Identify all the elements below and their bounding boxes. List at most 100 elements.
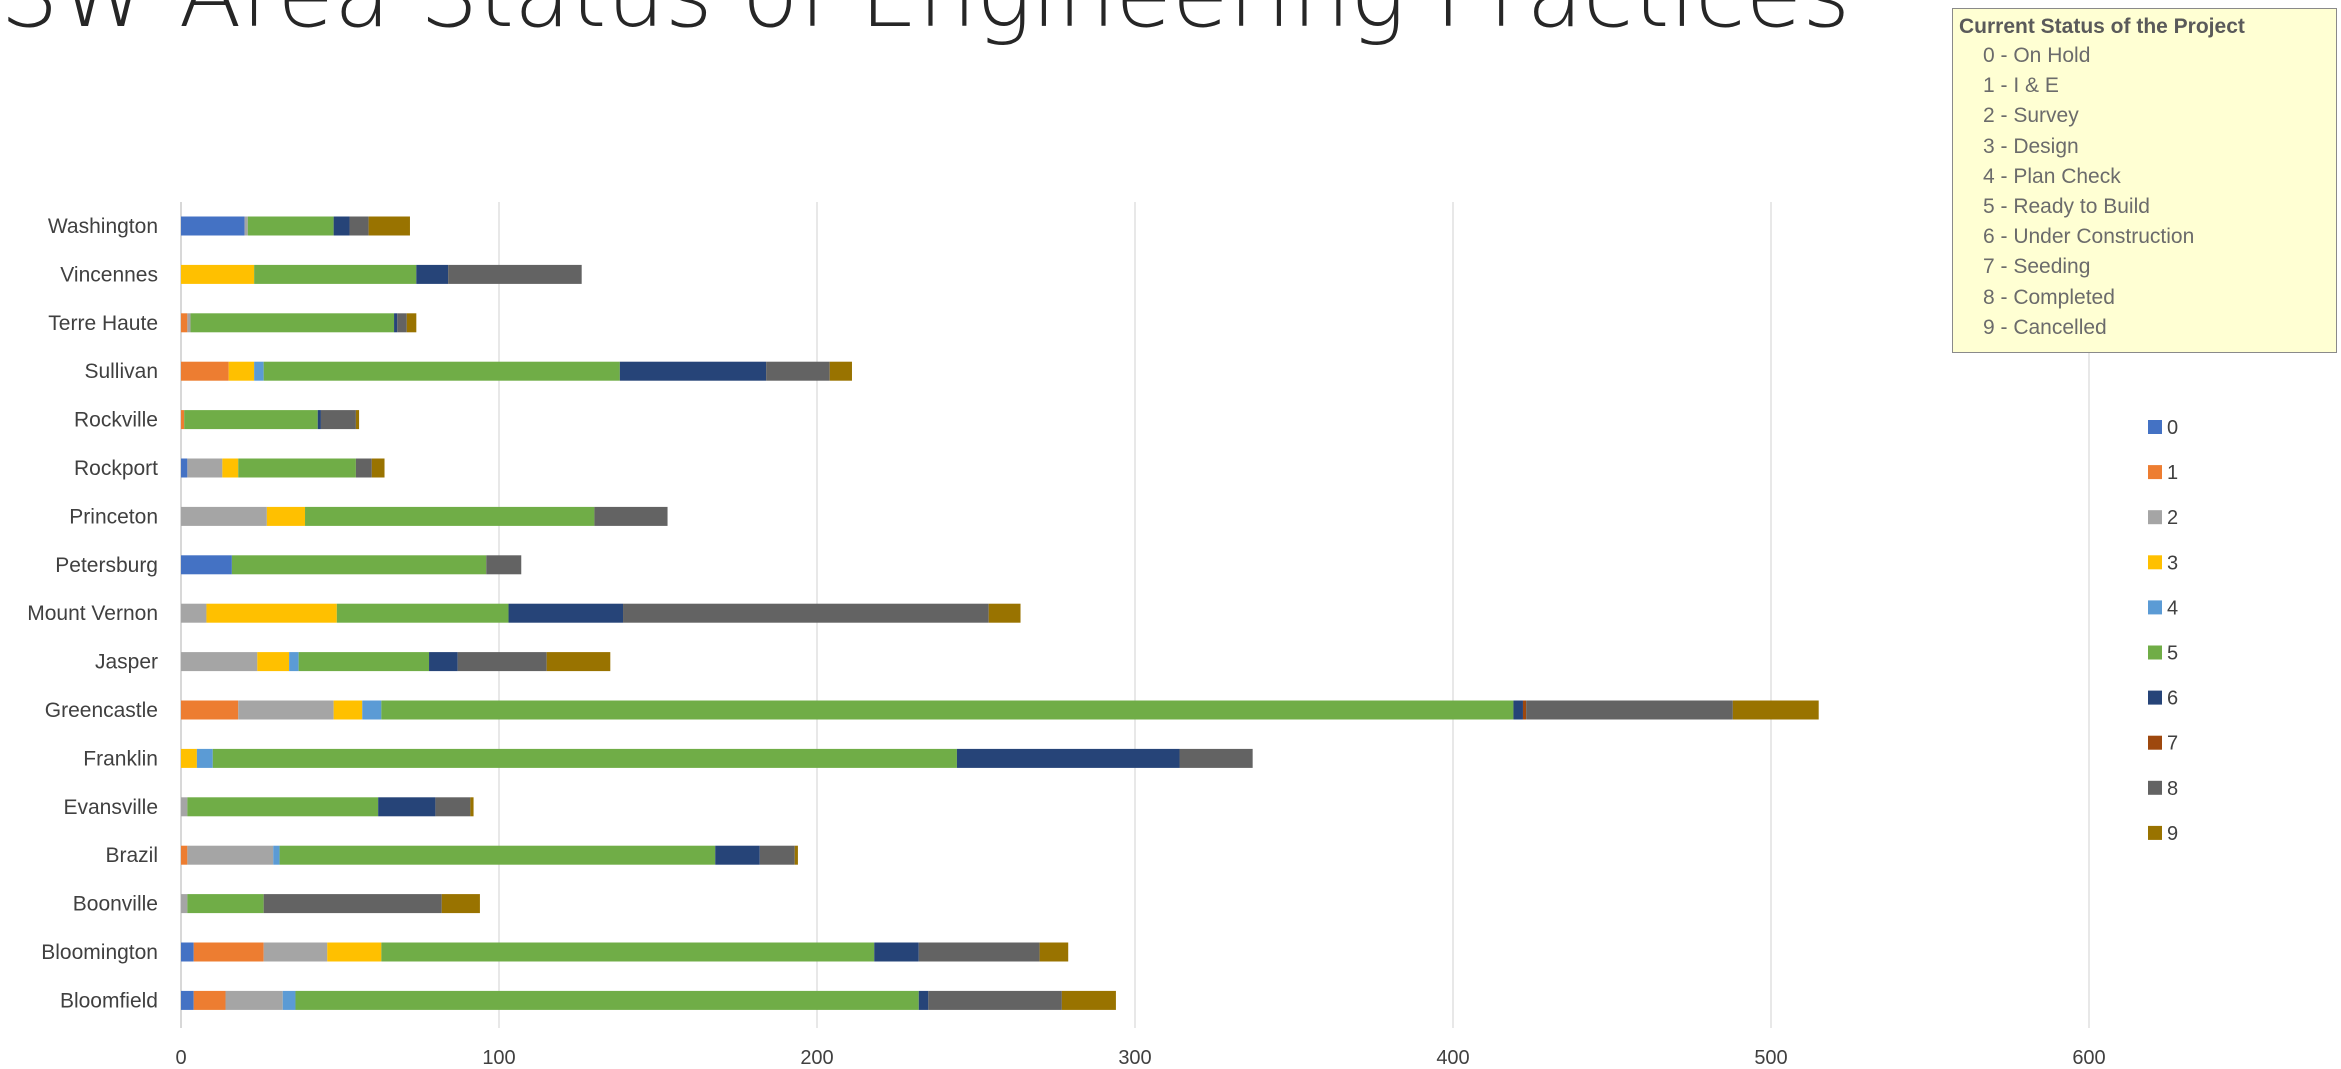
bar-rockport-series-3 bbox=[222, 459, 238, 478]
bar-bloomington-series-3 bbox=[327, 943, 381, 962]
bar-franklin-series-6 bbox=[957, 749, 1180, 768]
category-label-petersburg: Petersburg bbox=[55, 554, 158, 577]
bar-evansville-series-9 bbox=[470, 797, 473, 816]
legend-label-8: 8 bbox=[2167, 778, 2178, 800]
legend-swatch-3 bbox=[2148, 555, 2162, 569]
legend-label-1: 1 bbox=[2167, 462, 2178, 484]
bar-boonville-series-9 bbox=[442, 894, 480, 913]
legend-label-4: 4 bbox=[2167, 597, 2178, 619]
bar-vincennes-series-6 bbox=[416, 265, 448, 284]
bar-greencastle-series-7 bbox=[1523, 701, 1526, 720]
status-legend-box: Current Status of the Project 0 - On Hol… bbox=[1952, 8, 2337, 353]
x-axis-tick-labels: 0 100 200 300 400 500 600 bbox=[175, 1047, 2105, 1069]
bar-washington-series-8 bbox=[350, 217, 369, 236]
bar-greencastle-series-5 bbox=[381, 701, 1513, 720]
status-item-3: 3 - Design bbox=[1959, 132, 2336, 162]
bar-brazil-series-9 bbox=[795, 846, 798, 865]
bar-greencastle-series-4 bbox=[362, 701, 381, 720]
bar-brazil-series-8 bbox=[760, 846, 795, 865]
category-label-mount-vernon: Mount Vernon bbox=[27, 602, 158, 625]
legend-swatch-6 bbox=[2148, 691, 2162, 705]
bar-sullivan-series-1 bbox=[181, 362, 229, 381]
bar-greencastle-series-6 bbox=[1513, 701, 1523, 720]
status-item-8: 8 - Completed bbox=[1959, 283, 2336, 313]
bar-princeton-series-8 bbox=[594, 507, 667, 526]
bar-sullivan-series-9 bbox=[830, 362, 852, 381]
bar-rockville-series-1 bbox=[181, 410, 184, 429]
bar-bloomfield-series-8 bbox=[928, 991, 1062, 1010]
bar-sullivan-series-3 bbox=[229, 362, 254, 381]
status-item-5: 5 - Ready to Build bbox=[1959, 192, 2336, 222]
bar-evansville-series-8 bbox=[435, 797, 470, 816]
bar-vincennes-series-5 bbox=[254, 265, 416, 284]
legend-swatch-2 bbox=[2148, 510, 2162, 524]
bar-greencastle-series-3 bbox=[334, 701, 363, 720]
bar-washington-series-6 bbox=[334, 217, 350, 236]
bar-mount-vernon-series-2 bbox=[181, 604, 206, 623]
bar-franklin-series-8 bbox=[1180, 749, 1253, 768]
legend-swatch-4 bbox=[2148, 600, 2162, 614]
bar-bloomfield-series-5 bbox=[295, 991, 918, 1010]
bar-rockport-series-0 bbox=[181, 459, 187, 478]
bar-petersburg-series-5 bbox=[232, 555, 486, 574]
bar-rockville-series-8 bbox=[321, 410, 356, 429]
legend-swatch-5 bbox=[2148, 646, 2162, 660]
bar-mount-vernon-series-6 bbox=[509, 604, 623, 623]
bar-mount-vernon-series-5 bbox=[337, 604, 509, 623]
bar-greencastle-series-2 bbox=[238, 701, 333, 720]
bar-bloomington-series-1 bbox=[194, 943, 264, 962]
legend: 0 1 2 3 4 5 6 7 8 9 bbox=[2148, 417, 2178, 845]
status-item-2: 2 - Survey bbox=[1959, 101, 2336, 131]
bar-bloomfield-series-0 bbox=[181, 991, 194, 1010]
category-label-evansville: Evansville bbox=[63, 796, 158, 819]
category-label-vincennes: Vincennes bbox=[60, 263, 158, 286]
bar-jasper-series-8 bbox=[458, 652, 547, 671]
bar-jasper-series-3 bbox=[257, 652, 289, 671]
bar-jasper-series-9 bbox=[547, 652, 611, 671]
legend-label-0: 0 bbox=[2167, 417, 2178, 439]
legend-label-3: 3 bbox=[2167, 552, 2178, 574]
bar-greencastle-series-9 bbox=[1733, 701, 1819, 720]
legend-swatch-0 bbox=[2148, 420, 2162, 434]
bar-rockport-series-8 bbox=[356, 459, 372, 478]
bar-jasper-series-4 bbox=[289, 652, 299, 671]
legend-swatch-1 bbox=[2148, 465, 2162, 479]
status-item-4: 4 - Plan Check bbox=[1959, 162, 2336, 192]
category-label-brazil: Brazil bbox=[105, 844, 158, 867]
bar-bloomington-series-6 bbox=[874, 943, 919, 962]
bar-bloomington-series-8 bbox=[919, 943, 1040, 962]
x-tick-label-100: 100 bbox=[482, 1047, 515, 1069]
bar-sullivan-series-6 bbox=[620, 362, 766, 381]
bar-brazil-series-5 bbox=[280, 846, 716, 865]
bar-evansville-series-2 bbox=[181, 797, 187, 816]
status-item-7: 7 - Seeding bbox=[1959, 252, 2336, 282]
bar-mount-vernon-series-8 bbox=[623, 604, 989, 623]
bar-terre-haute-series-5 bbox=[191, 313, 395, 332]
bar-washington-series-5 bbox=[248, 217, 334, 236]
bar-brazil-series-2 bbox=[187, 846, 273, 865]
bar-franklin-series-3 bbox=[181, 749, 197, 768]
bar-vincennes-series-3 bbox=[181, 265, 254, 284]
bar-jasper-series-5 bbox=[299, 652, 429, 671]
category-label-jasper: Jasper bbox=[95, 651, 158, 674]
bar-washington-series-9 bbox=[369, 217, 410, 236]
bar-evansville-series-6 bbox=[378, 797, 435, 816]
status-item-9: 9 - Cancelled bbox=[1959, 313, 2336, 343]
x-tick-label-400: 400 bbox=[1436, 1047, 1469, 1069]
bar-terre-haute-series-1 bbox=[181, 313, 187, 332]
bar-brazil-series-1 bbox=[181, 846, 187, 865]
legend-label-7: 7 bbox=[2167, 733, 2178, 755]
bar-bloomington-series-2 bbox=[264, 943, 328, 962]
bar-franklin-series-4 bbox=[197, 749, 213, 768]
bar-rockville-series-5 bbox=[184, 410, 318, 429]
bar-boonville-series-8 bbox=[264, 894, 442, 913]
bar-terre-haute-series-9 bbox=[407, 313, 417, 332]
bar-bloomfield-series-6 bbox=[919, 991, 929, 1010]
bar-bloomfield-series-2 bbox=[226, 991, 283, 1010]
bar-jasper-series-6 bbox=[429, 652, 458, 671]
category-labels: Washington Vincennes Terre Haute Sullivan Ro… bbox=[27, 215, 158, 1012]
legend-label-5: 5 bbox=[2167, 643, 2178, 665]
bar-brazil-series-6 bbox=[715, 846, 760, 865]
bar-brazil-series-4 bbox=[273, 846, 279, 865]
bar-franklin-series-5 bbox=[213, 749, 957, 768]
